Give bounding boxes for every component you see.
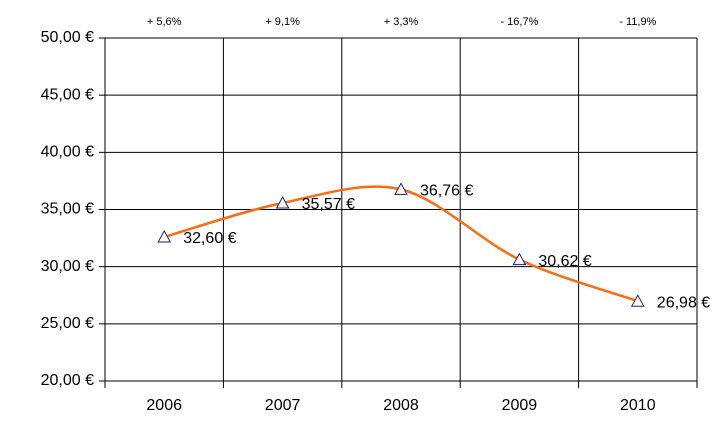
y-tick-label: 45,00 € [41,86,94,103]
x-tick-label: 2007 [265,397,301,414]
annotation: + 5,6% [147,16,182,28]
y-tick-label: 20,00 € [41,372,94,389]
annotation: - 11,9% [619,16,656,28]
annotation: - 16,7% [500,16,538,28]
marker [275,195,290,209]
y-tick-label: 25,00 € [41,315,94,332]
data-label: 32,60 € [183,230,236,247]
annotation: + 3,3% [384,16,419,28]
x-tick-label: 2009 [502,397,538,414]
marker [630,294,645,307]
data-label: 26,98 € [657,294,710,311]
data-label: 30,62 € [538,253,591,270]
marker [512,252,527,266]
y-tick-label: 30,00 € [41,258,94,275]
data-label: 36,76 € [420,183,473,200]
x-tick-label: 2010 [620,397,656,414]
y-tick-label: 35,00 € [41,201,94,218]
marker [394,182,408,195]
y-tick-label: 50,00 € [41,29,94,46]
x-tick-label: 2008 [383,397,419,414]
data-label: 35,57 € [302,196,355,213]
annotation: + 9,1% [265,16,300,28]
x-tick-label: 2006 [146,397,182,414]
y-tick-label: 40,00 € [41,144,94,161]
marker [157,229,172,243]
